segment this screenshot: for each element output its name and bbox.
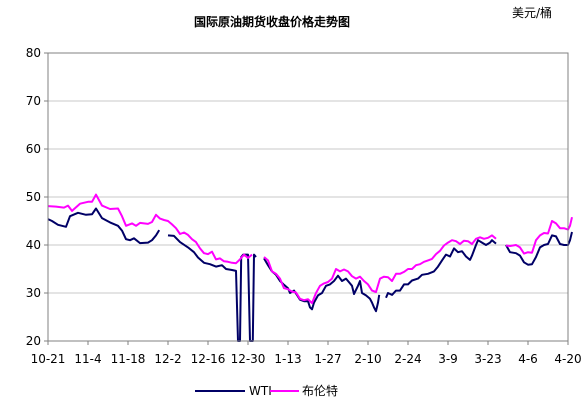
chart-title: 国际原油期货收盘价格走势图 [194,14,350,29]
y-tick-label: 40 [26,238,41,252]
x-tick-label: 1-27 [314,352,341,366]
plot-frame [47,52,569,342]
x-tick-label: 11-18 [111,352,146,366]
x-tick-label: 2-24 [394,352,421,366]
unit-label: 美元/桶 [512,5,552,20]
legend: WTI 布伦特 [195,383,338,398]
y-tick-label: 30 [26,286,41,300]
y-tick-label: 80 [26,46,41,60]
brent-line [47,193,573,305]
y-tick-label: 60 [26,142,41,156]
x-tick-label: 10-21 [31,352,66,366]
wti-line [47,207,573,342]
legend-wti-label: WTI [249,384,272,398]
series-lines [47,193,573,342]
y-tick-label: 20 [26,334,41,348]
x-tick-label: 3-9 [438,352,458,366]
x-tick-label: 1-13 [274,352,301,366]
x-tick-label: 12-2 [154,352,181,366]
x-axis: 10-21 11-4 11-18 12-2 12-16 12-30 1-13 1-27 2-10… [31,341,582,366]
y-tick-label: 70 [26,94,41,108]
x-tick-label: 12-30 [231,352,266,366]
x-tick-label: 4-6 [518,352,538,366]
y-tick-label: 50 [26,190,41,204]
y-axis: 20 30 40 50 60 70 80 [26,46,48,348]
x-tick-label: 4-20 [554,352,581,366]
x-tick-label: 12-16 [191,352,226,366]
x-tick-label: 3-23 [474,352,501,366]
x-tick-label: 2-10 [354,352,381,366]
grid-lines [48,100,568,294]
x-tick-label: 11-4 [74,352,101,366]
legend-brent-label: 布伦特 [302,383,338,398]
